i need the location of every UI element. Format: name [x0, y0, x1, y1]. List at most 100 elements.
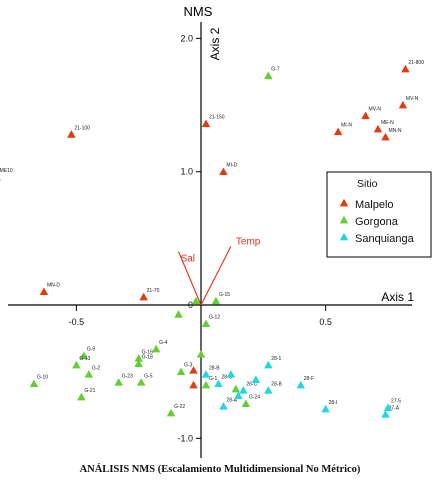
point-label: G-10 — [37, 375, 48, 381]
malpelo-point — [0, 178, 1, 181]
y-tick-label: -1.0 — [177, 433, 193, 443]
point-label: MI-D — [226, 163, 237, 169]
point-label: G-24 — [249, 395, 260, 401]
sanquianga-point — [201, 370, 211, 378]
vector-line-temp — [200, 246, 232, 306]
point-label: 27-A — [388, 405, 399, 411]
gorgona-point — [176, 367, 186, 376]
point-label: G-4 — [159, 340, 168, 346]
malpelo-point — [373, 124, 383, 133]
point-label: G-21 — [84, 388, 95, 394]
point-label: G-13 — [79, 356, 90, 362]
legend-marker-gorgona — [339, 215, 349, 224]
gorgona-point — [191, 296, 201, 305]
malpelo-point — [201, 119, 211, 128]
y-axis-label: Axis 2 — [208, 27, 222, 60]
gorgona-point — [196, 350, 206, 358]
x-axis-label: Axis 1 — [381, 290, 414, 304]
sanquianga-point — [234, 391, 243, 400]
sanquianga-point — [251, 375, 261, 384]
sanquianga-point — [321, 404, 330, 413]
sanquianga-point — [381, 410, 390, 418]
legend-label-malpelo: Malpelo — [355, 199, 394, 211]
point-label: MN-N — [388, 128, 401, 134]
gorgona-point — [201, 380, 211, 389]
x-tick-label: -0.5 — [69, 317, 85, 327]
gorgona-point — [151, 344, 161, 353]
malpelo-point — [333, 127, 343, 136]
gorgona-point — [79, 351, 89, 360]
gorgona-point — [136, 378, 146, 386]
y-tick-label: 0 — [188, 300, 193, 310]
sanquianga-point — [214, 379, 223, 388]
sanquianga-point — [239, 386, 248, 394]
sanquianga-point — [383, 403, 393, 412]
gorgona-point — [241, 399, 251, 408]
sanquianga-point — [219, 402, 228, 410]
malpelo-point — [139, 292, 148, 301]
point-label: 21-100 — [74, 125, 90, 131]
point-label: G-5 — [144, 373, 153, 379]
point-label: G-22 — [174, 404, 185, 410]
point-label: G-3 — [184, 363, 193, 369]
legend-marker-sanquianga — [339, 232, 349, 241]
legend-box — [326, 171, 432, 258]
sanquianga-point — [226, 370, 236, 378]
vector-label: Sal — [181, 254, 195, 265]
point-label: 21-800 — [408, 60, 424, 66]
gorgona-point — [72, 360, 81, 369]
sanquianga-point — [264, 360, 273, 369]
point-label: 28-B — [209, 365, 220, 371]
point-label: ME-N — [381, 120, 394, 126]
point-label: MV-N — [406, 96, 419, 102]
point-label: G-1 — [209, 376, 218, 382]
gorgona-point — [174, 310, 183, 318]
gorgona-point — [201, 319, 211, 328]
point-label: G-23 — [122, 373, 133, 379]
y-tick-label: 2.0 — [180, 33, 193, 43]
malpelo-point — [39, 287, 49, 296]
malpelo-point — [398, 100, 408, 109]
chart-caption: ANÁLISIS NMS (Escalamiento Multidimensio… — [79, 464, 361, 475]
sanquianga-point — [264, 386, 273, 394]
gorgona-point — [114, 378, 123, 386]
malpelo-point — [361, 111, 370, 120]
malpelo-point — [189, 380, 198, 389]
malpelo-point — [381, 132, 390, 141]
point-label: G-7 — [271, 67, 280, 73]
y-tick-label: 1.0 — [180, 167, 193, 177]
legend-label-sanquianga: Sanquianga — [355, 233, 415, 245]
gorgona-point — [134, 359, 143, 368]
point-label: G-12 — [209, 315, 220, 321]
gorgona-point — [264, 71, 273, 80]
point-label: MI-N — [341, 123, 352, 129]
point-label: G-16 — [142, 349, 153, 355]
gorgona-point — [134, 354, 143, 362]
chart-title: NMS — [184, 4, 213, 19]
vector-label: Temp — [236, 236, 261, 247]
point-label: MV-N — [369, 107, 382, 113]
malpelo-point — [401, 64, 410, 73]
gorgona-point — [29, 379, 39, 388]
point-label: ME10 — [0, 168, 13, 174]
point-label: 26-C — [246, 381, 257, 387]
point-label: 28-1 — [271, 356, 281, 362]
gorgona-point — [77, 392, 86, 401]
legend-title: Sitio — [357, 178, 378, 190]
vector-line-sal — [178, 251, 202, 306]
malpelo-point — [67, 130, 76, 138]
point-label: G-2 — [92, 365, 101, 371]
point-label: 28-F — [304, 376, 314, 382]
point-label: 21-150 — [209, 115, 225, 121]
point-label: MN-D — [47, 283, 60, 289]
point-label: 28-B — [271, 381, 282, 387]
point-label: G-18 — [142, 355, 153, 361]
point-label: 28-A — [226, 397, 237, 403]
gorgona-point — [211, 296, 221, 305]
sanquianga-point — [296, 380, 305, 389]
x-tick-label: 0.5 — [319, 317, 332, 327]
gorgona-point — [84, 370, 94, 378]
legend-label-gorgona: Gorgona — [355, 216, 399, 228]
